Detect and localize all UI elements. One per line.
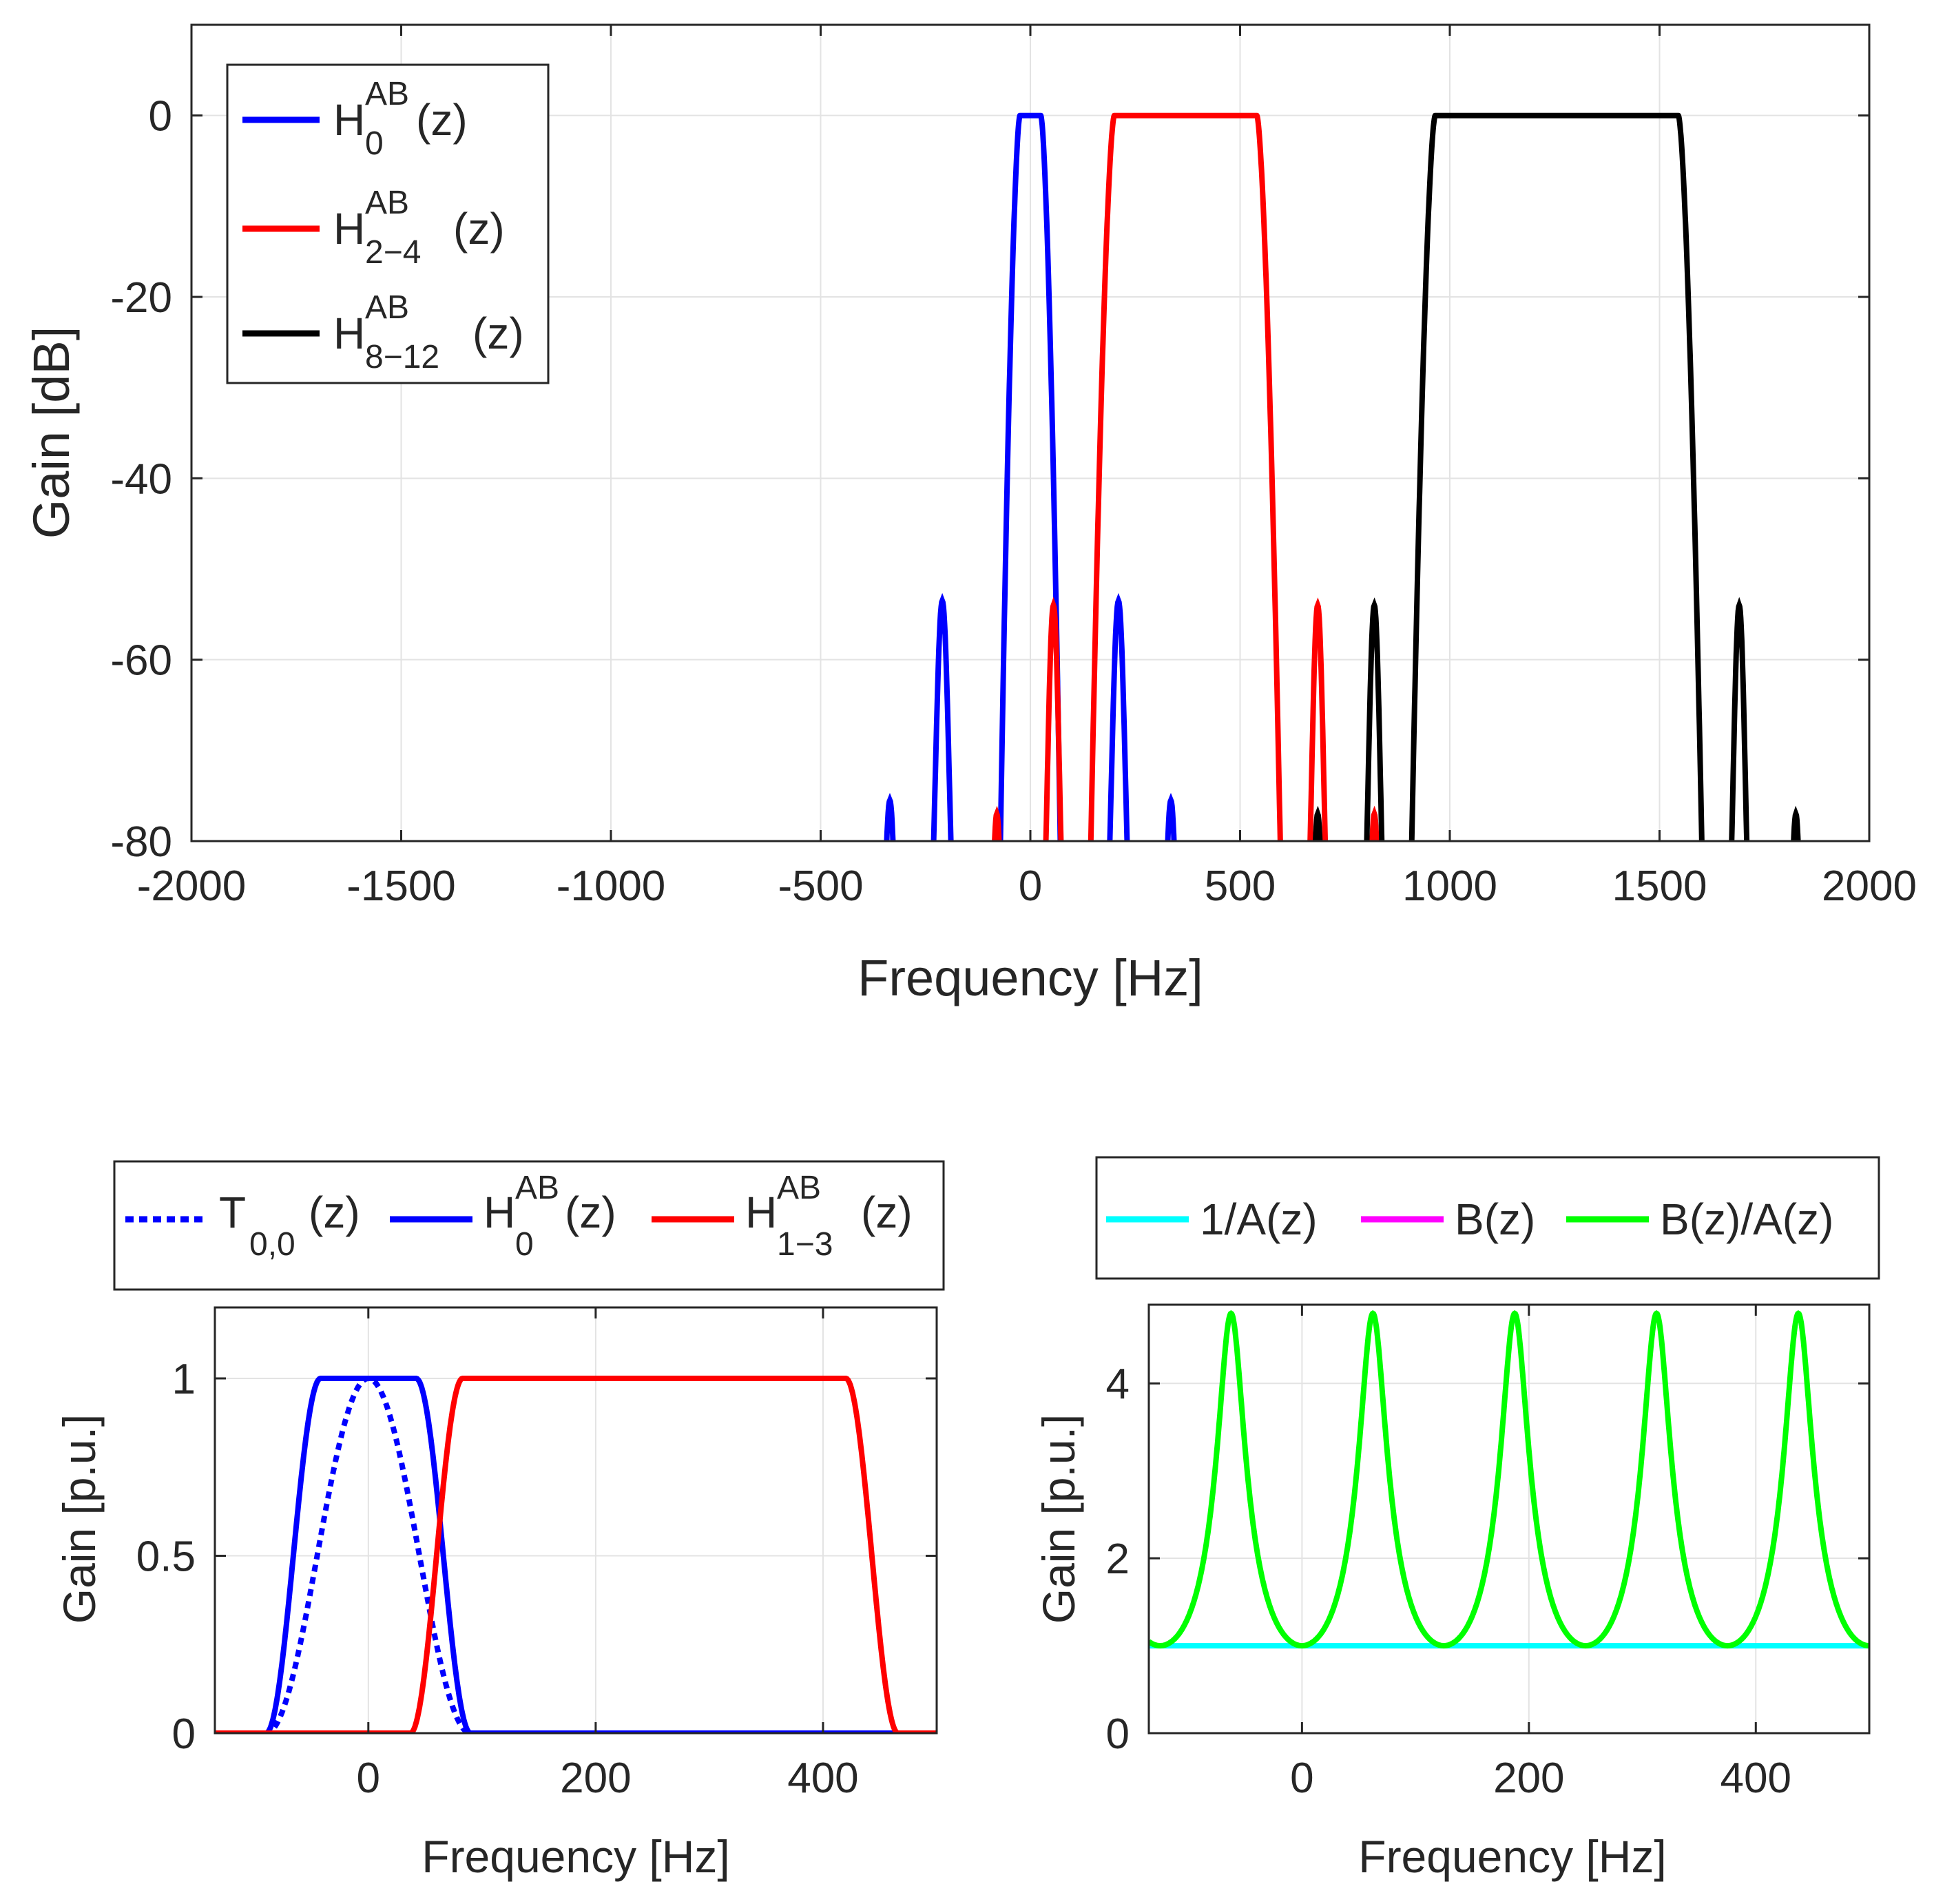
top-legend-tail-1: (z) xyxy=(453,204,505,253)
top-series-1-sidelobe-0-right xyxy=(1307,597,1329,841)
top-legend-entry-0: H AB 0 (z) xyxy=(242,76,468,162)
br-legend-entry-0: 1/A(z) xyxy=(1106,1194,1318,1244)
top-legend-entry-1: H AB 2−4 (z) xyxy=(242,185,505,271)
bl-legend-sub-1: 0 xyxy=(515,1226,534,1263)
bottom-right-legend: 1/A(z) B(z) B(z)/A(z) xyxy=(1095,1156,1880,1280)
br-ytick-label-2: 4 xyxy=(1106,1360,1130,1408)
top-ytick-label-3: -20 xyxy=(110,274,172,322)
bl-legend-label-1: H xyxy=(483,1188,515,1237)
top-ytick-label-2: -40 xyxy=(110,455,172,503)
top-xtick-label-4: 0 xyxy=(1019,862,1042,910)
bl-legend-entry-2: H AB 1−3 (z) xyxy=(652,1170,913,1263)
bl-legend-entry-1: H AB 0 (z) xyxy=(390,1170,616,1263)
br-legend-entry-2: B(z)/A(z) xyxy=(1566,1194,1833,1244)
br-legend-label-1: B(z) xyxy=(1455,1194,1535,1244)
bottom-right-x-axis-label: Frequency [Hz] xyxy=(1358,1831,1667,1882)
bl-ytick-label-0: 0 xyxy=(172,1710,196,1758)
top-ytick-label-0: -80 xyxy=(110,818,172,866)
top-legend-tail-0: (z) xyxy=(416,95,468,145)
bl-legend-tail-1: (z) xyxy=(565,1188,616,1237)
top-legend-sup-1: AB xyxy=(365,185,409,221)
top-legend-tail-2: (z) xyxy=(472,309,524,358)
top-series-0-sidelobe-1-right xyxy=(1165,793,1177,841)
br-legend-label-0: 1/A(z) xyxy=(1200,1194,1318,1244)
top-series-2-sidelobe-1-left xyxy=(1312,805,1323,841)
br-xtick-label-0: 0 xyxy=(1290,1755,1313,1802)
bottom-left-plot-frame xyxy=(214,1306,938,1735)
br-ytick-label-0: 0 xyxy=(1106,1710,1130,1758)
bl-series-2 xyxy=(215,1376,937,1733)
bl-legend-entry-0: T 0,0 (z) xyxy=(125,1188,360,1263)
bl-legend-label-2: H xyxy=(745,1188,777,1237)
top-xtick-label-1: -1500 xyxy=(346,862,456,910)
top-xtick-label-6: 1000 xyxy=(1402,862,1497,910)
br-legend-label-2: B(z)/A(z) xyxy=(1660,1194,1833,1244)
top-legend-sup-0: AB xyxy=(365,76,409,112)
br-legend-entry-1: B(z) xyxy=(1361,1194,1535,1244)
br-xtick-label-2: 400 xyxy=(1720,1755,1791,1802)
top-xtick-label-0: -2000 xyxy=(137,862,247,910)
top-xtick-label-5: 500 xyxy=(1205,862,1276,910)
bl-legend-sub-2: 1−3 xyxy=(777,1226,833,1263)
bottom-right-plot-frame xyxy=(1147,1303,1871,1735)
top-legend: H AB 0 (z) H AB 2−4 (z) H AB 8−12 (z) xyxy=(226,63,550,384)
top-legend-sup-2: AB xyxy=(365,289,409,326)
top-series-0-sidelobe-0-right xyxy=(1107,592,1130,841)
top-legend-label-2: H xyxy=(333,309,365,358)
top-xtick-label-8: 2000 xyxy=(1822,862,1917,910)
top-x-axis-label: Frequency [Hz] xyxy=(857,949,1203,1006)
top-ytick-label-1: -60 xyxy=(110,637,172,685)
top-legend-entry-2: H AB 8−12 (z) xyxy=(242,289,524,375)
top-xtick-label-3: -500 xyxy=(778,862,863,910)
br-xtick-label-1: 200 xyxy=(1493,1755,1564,1802)
top-chart: -2000 -1500 -1000 -500 0 500 1000 1500 2000-80-6… xyxy=(23,23,1917,1006)
top-series-2-sidelobe-0-right xyxy=(1729,597,1750,841)
top-series-0-sidelobe-0-left xyxy=(930,592,954,841)
bl-legend-sup-2: AB xyxy=(777,1170,821,1206)
bottom-left-legend-box xyxy=(113,1160,945,1291)
top-legend-sub-0: 0 xyxy=(365,125,384,162)
top-legend-label-0: H xyxy=(333,95,365,145)
top-xtick-label-2: -1000 xyxy=(557,862,666,910)
top-xtick-label-7: 1500 xyxy=(1612,862,1707,910)
bottom-left-y-axis-label: Gain [p.u.] xyxy=(54,1414,105,1624)
bl-ytick-label-1: 0.5 xyxy=(136,1533,196,1581)
bl-legend-tail-0: (z) xyxy=(309,1188,360,1237)
top-series-0-sidelobe-1-left xyxy=(884,793,896,841)
top-y-axis-label: Gain [dB] xyxy=(23,327,80,539)
top-series-1-sidelobe-1-left xyxy=(992,805,1002,841)
bl-ytick-label-2: 1 xyxy=(172,1356,196,1403)
bl-xtick-label-2: 400 xyxy=(787,1755,858,1802)
top-series-2-sidelobe-0-left xyxy=(1364,597,1385,841)
top-ytick-label-4: 0 xyxy=(149,93,172,141)
top-series-2-mainlobe xyxy=(1408,112,1705,841)
top-series-1-sidelobe-0-left xyxy=(1043,597,1064,841)
top-series-1-mainlobe xyxy=(1088,112,1283,841)
top-legend-sub-2: 8−12 xyxy=(365,339,439,375)
bottom-right-y-axis-label: Gain [p.u.] xyxy=(1033,1414,1084,1624)
bl-legend-label-0: T xyxy=(219,1188,246,1237)
bl-legend-tail-2: (z) xyxy=(861,1188,913,1237)
bl-xtick-label-0: 0 xyxy=(357,1755,380,1802)
bottom-left-x-axis-label: Frequency [Hz] xyxy=(422,1831,730,1882)
bl-series-1 xyxy=(215,1376,937,1733)
bl-legend-sub-0: 0,0 xyxy=(249,1226,295,1263)
br-ytick-label-1: 2 xyxy=(1106,1535,1130,1583)
top-series-2-sidelobe-1-right xyxy=(1791,805,1801,841)
top-series-1-sidelobe-1-right xyxy=(1369,805,1380,841)
bottom-right-chart: 0 200 400 0 2 4 Frequency [Hz] Gain [p.u.] 1/… xyxy=(1033,1156,1880,1882)
bottom-left-legend: T 0,0 (z) H AB 0 (z) H AB 1−3 (z) xyxy=(113,1160,945,1291)
bottom-right-legend-box xyxy=(1095,1156,1880,1280)
br-series-2 xyxy=(1149,1310,1869,1649)
bl-xtick-label-1: 200 xyxy=(560,1755,631,1802)
bl-legend-sup-1: AB xyxy=(515,1170,559,1206)
top-legend-sub-1: 2−4 xyxy=(365,234,421,271)
top-legend-label-1: H xyxy=(333,204,365,253)
